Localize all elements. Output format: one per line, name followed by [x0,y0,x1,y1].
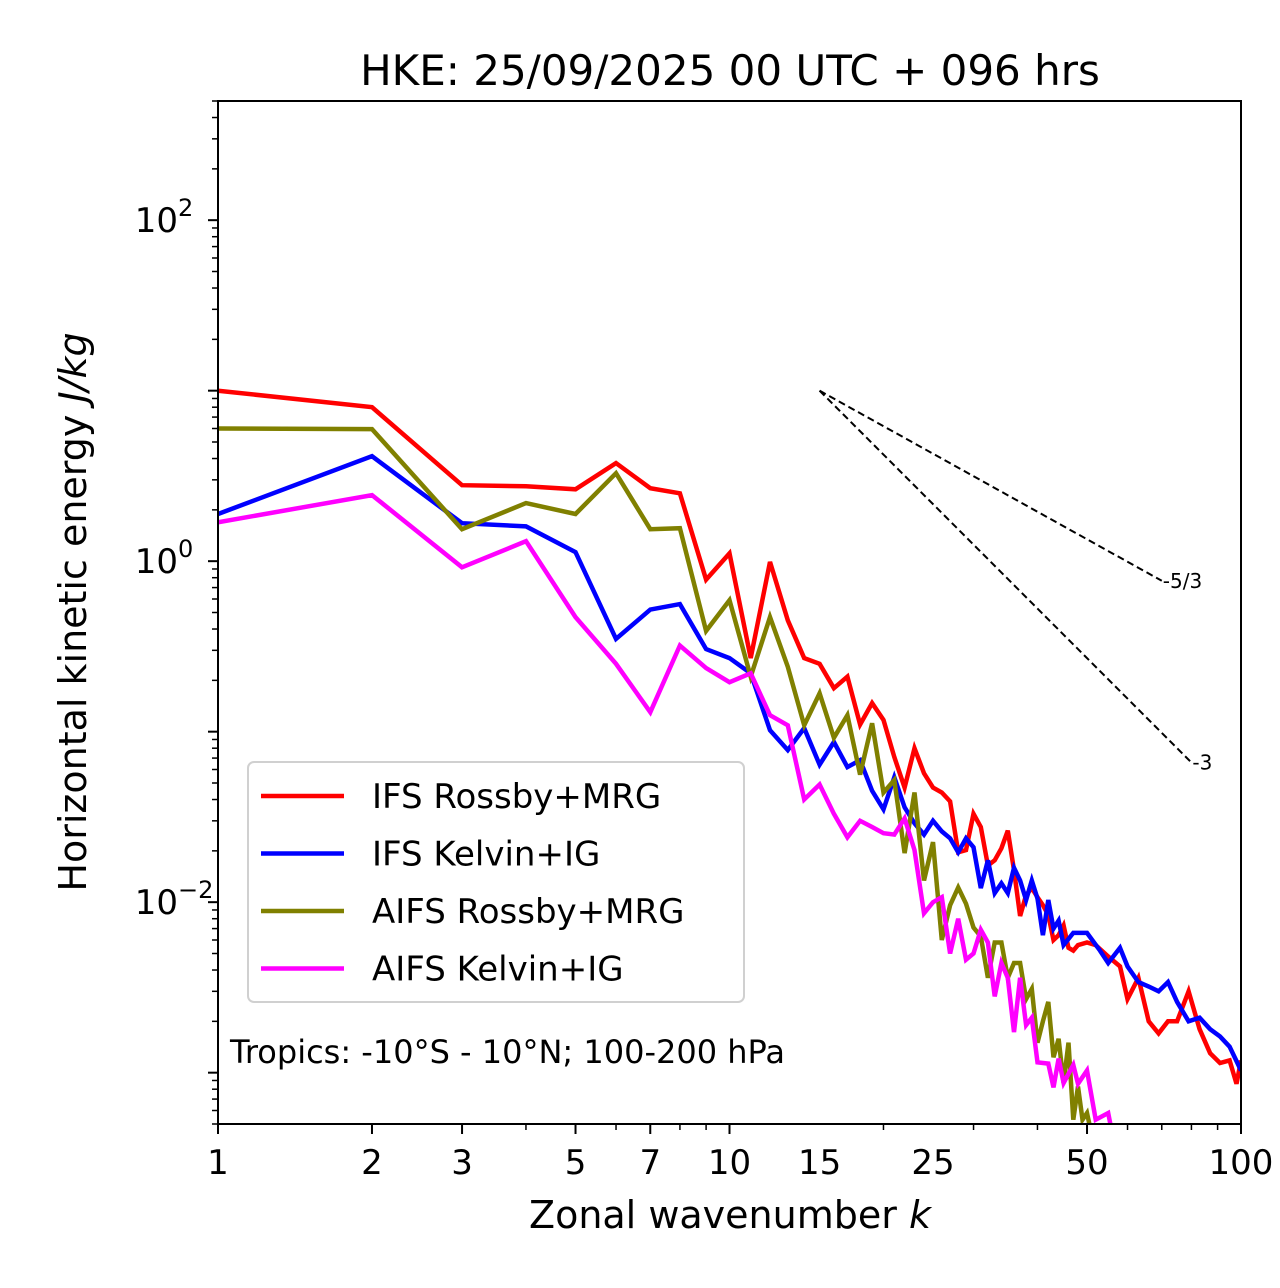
x-tick-label: 2 [361,1143,383,1183]
x-tick-label: 15 [798,1143,841,1183]
x-tick-label: 1 [207,1143,229,1183]
x-tick-label: 7 [639,1143,661,1183]
reference-slopes: -5/3 -3 [818,389,1212,775]
legend: IFS Rossby+MRG IFS Kelvin+IG AIFS Rossby+M… [247,761,745,1003]
legend-label: AIFS Kelvin+IG [372,950,624,990]
legend-label: AIFS Rossby+MRG [372,892,684,932]
x-tick-label: 50 [1065,1143,1108,1183]
y-tick-exponent: −2 [178,876,213,904]
y-tick-label: 10 [135,201,178,241]
reference-line-label: -5/3 [1163,569,1202,593]
x-tick-label: 25 [911,1143,954,1183]
chart-title: HKE: 25/09/2025 00 UTC + 096 hrs [360,46,1100,95]
y-tick-label: 10 [135,542,178,582]
x-tick-label: 10 [708,1143,751,1183]
x-axis-label-text: Zonal wavenumber [529,1193,897,1237]
legend-box [247,761,745,1003]
y-axis-label: Horizontal kinetic energy J/kg [51,332,95,891]
series-line-aifs-rossby-mrg [218,426,1092,1124]
series-line-ifs-rossby-mrg [218,388,1241,1085]
y-tick-label: 10 [135,883,178,923]
reference-line-label: -3 [1192,751,1212,775]
y-tick-exponent: 2 [178,194,193,222]
legend-label: IFS Rossby+MRG [372,777,661,817]
series-line-aifs-kelvin-ig [218,492,1113,1124]
plot-frame [217,100,1242,1125]
y-tick-exponent: 0 [178,535,193,563]
y-axis-label-text: Horizontal kinetic energy [51,415,95,892]
legend-label: IFS Kelvin+IG [372,835,600,875]
series-group [218,388,1241,1124]
x-tick-label: 100 [1209,1143,1274,1183]
x-axis-label-symbol: k [909,1193,933,1237]
x-tick-label: 5 [565,1143,587,1183]
x-tick-label: 3 [451,1143,473,1183]
region-annotation: Tropics: -10°S - 10°N; 100-200 hPa [229,1033,785,1071]
y-axis-label-unit: J/kg [51,332,95,409]
x-axis-label: Zonal wavenumber k [529,1193,933,1237]
